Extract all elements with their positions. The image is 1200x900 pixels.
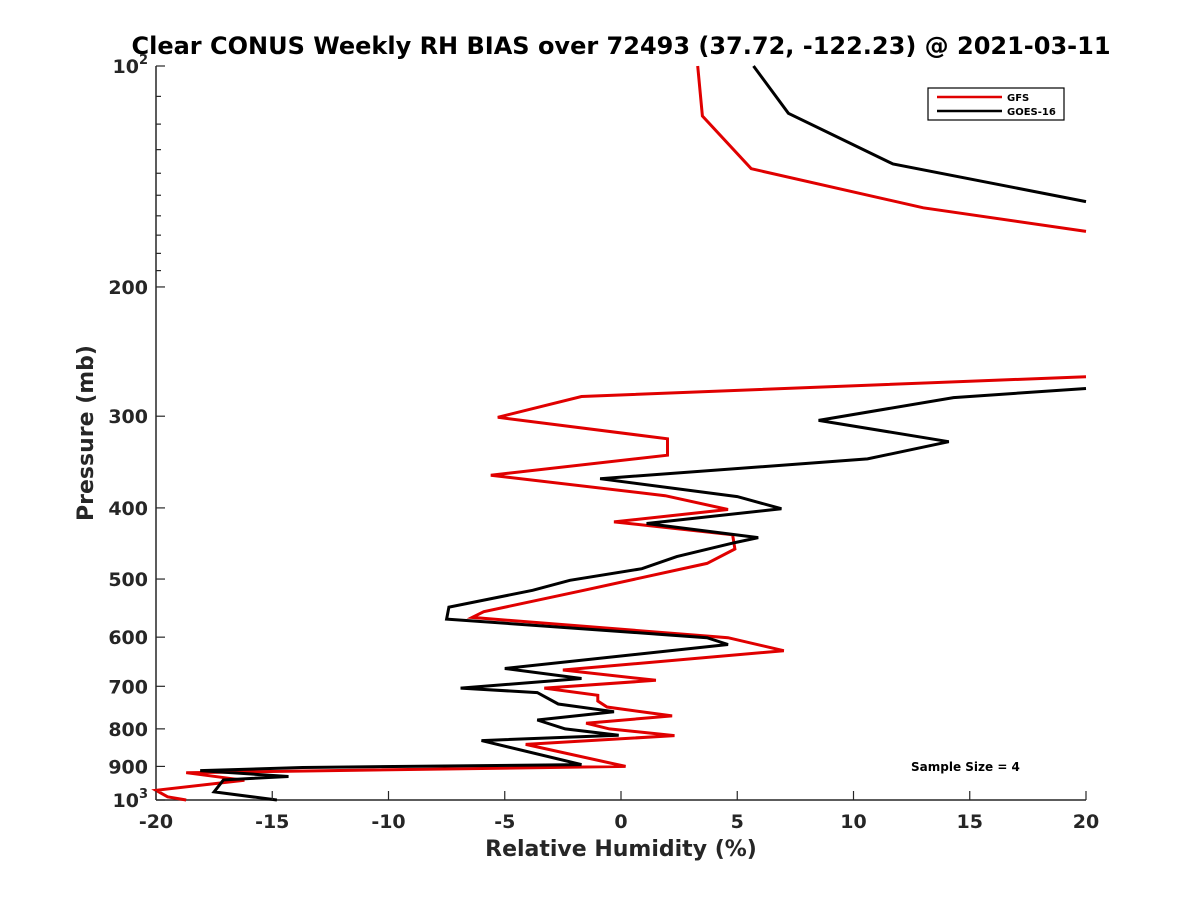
legend-label-goes16: GOES-16 <box>1007 107 1056 118</box>
y-tick-label: 500 <box>108 569 148 591</box>
y-tick-label: 400 <box>108 498 148 520</box>
y-tick-label: 102 <box>113 53 149 78</box>
y-tick-label: 103 <box>113 787 149 812</box>
y-tick-label: 900 <box>108 756 148 778</box>
legend-label-gfs: GFS <box>1007 93 1029 104</box>
x-tick-label: 0 <box>614 811 627 833</box>
sample-size-annotation: Sample Size = 4 <box>911 760 1020 774</box>
y-tick-label: 300 <box>108 406 148 428</box>
chart-title: Clear CONUS Weekly RH BIAS over 72493 (3… <box>131 32 1110 60</box>
y-tick-label: 800 <box>108 719 148 741</box>
series-line-goes-16 <box>200 65 1087 802</box>
series-line-gfs <box>151 65 1087 802</box>
x-tick-label: -15 <box>255 811 289 833</box>
plot-area: -20 -15 -10 -5 0 5 10 15 20 102 200 300 400 500 600 70… <box>108 53 1099 833</box>
x-tick-label: 5 <box>731 811 744 833</box>
x-tick-label: 15 <box>957 811 983 833</box>
x-axis-label: Relative Humidity (%) <box>485 837 757 862</box>
y-tick-label: 700 <box>108 676 148 698</box>
x-tick-label: -5 <box>494 811 515 833</box>
x-tick-label: -10 <box>371 811 405 833</box>
y-tick-label: 600 <box>108 627 148 649</box>
x-axis-ticks: -20 -15 -10 -5 0 5 10 15 20 <box>139 791 1099 833</box>
y-axis-ticks: 102 200 300 400 500 600 700 800 900 103 <box>108 53 165 812</box>
legend-box <box>927 87 1065 121</box>
legend: GFS GOES-16 <box>927 87 1065 121</box>
series-layer <box>151 65 1087 802</box>
x-tick-label: -20 <box>139 811 173 833</box>
y-tick-label: 200 <box>108 277 148 299</box>
y-axis-label: Pressure (mb) <box>74 345 99 521</box>
x-tick-label: 10 <box>840 811 866 833</box>
x-tick-label: 20 <box>1073 811 1099 833</box>
